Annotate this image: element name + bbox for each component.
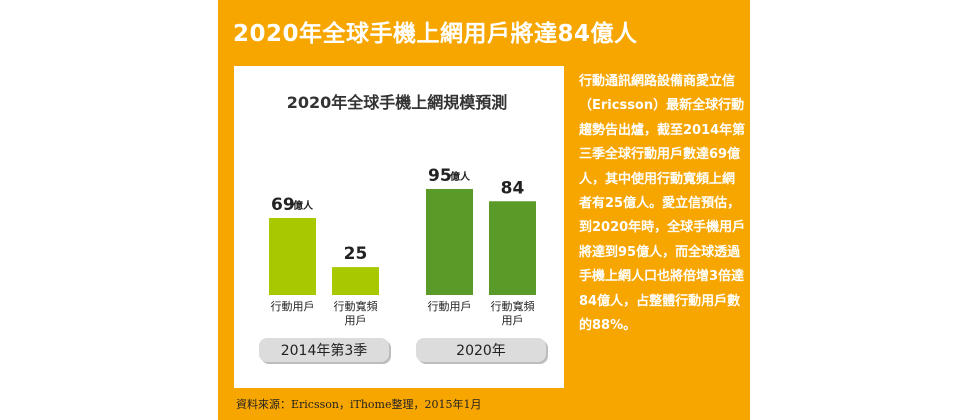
- source-note: 資料來源：Ericsson，iThome整理，2015年1月: [236, 398, 482, 411]
- unit-label: 億人: [293, 199, 314, 212]
- article-text: 行動通訊網路設備商愛立信（Ericsson）最新全球行動趨勢告出爐，截至2014…: [579, 74, 746, 334]
- headline: 2020年全球手機上網用戶將達84億人: [233, 21, 638, 47]
- category-label: 行動寬頻: [334, 299, 378, 313]
- group-pill: [259, 338, 389, 362]
- bar: [489, 201, 536, 295]
- data-label: 25: [344, 244, 368, 264]
- group-label: 2014年第3季: [281, 342, 368, 359]
- data-label: 95: [428, 166, 452, 186]
- category-label: 用戶: [502, 314, 524, 327]
- bar: [332, 267, 379, 295]
- chart-card: 2020年全球手機上網規模預測 69 億人 行動用戶 25 行動寬頻 用戶 2014年第3季 9…: [234, 66, 564, 388]
- data-label: 69: [271, 195, 295, 215]
- category-label: 行動用戶: [271, 299, 315, 313]
- category-label: 用戶: [345, 314, 367, 327]
- group-label: 2020年: [456, 343, 506, 359]
- unit-label: 億人: [450, 170, 471, 183]
- category-label: 行動寬頻: [491, 299, 535, 313]
- bar-chart: 2020年全球手機上網規模預測69億人行動用戶25行動寬頻用戶2014年第3季9…: [259, 93, 548, 364]
- bar: [269, 217, 316, 295]
- chart-title: 2020年全球手機上網規模預測: [287, 93, 508, 112]
- data-label: 84: [501, 178, 525, 198]
- bar: [426, 188, 473, 295]
- group-pill: [416, 338, 546, 362]
- category-label: 行動用戶: [428, 299, 472, 313]
